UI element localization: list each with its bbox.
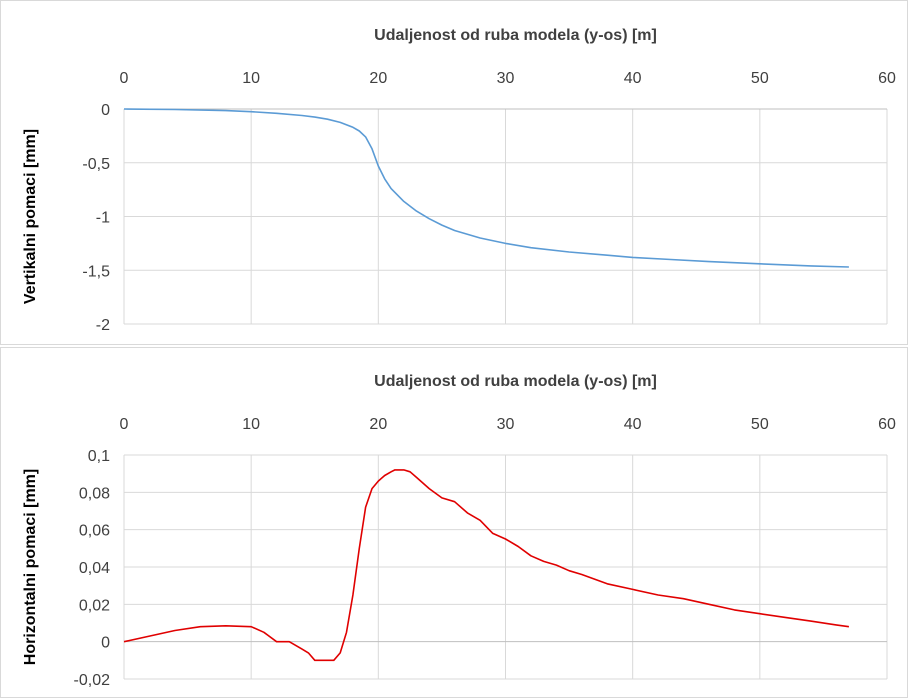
series-line bbox=[123, 469, 850, 662]
y-tick-label: 0,02 bbox=[79, 597, 110, 614]
x-tick-label: 20 bbox=[369, 416, 387, 433]
x-tick-label: 0 bbox=[120, 416, 129, 433]
y-tick-label: -0,5 bbox=[82, 156, 110, 173]
x-tick-label: 40 bbox=[624, 70, 642, 87]
x-tick-label: 40 bbox=[624, 416, 642, 433]
y-tick-label: 0,06 bbox=[79, 523, 110, 540]
y-tick-label: -0,02 bbox=[74, 672, 111, 689]
y-tick-label: 0,08 bbox=[79, 485, 110, 502]
x-tick-label: 10 bbox=[242, 70, 260, 87]
chart-title: Udaljenost od ruba modela (y-os) [m] bbox=[374, 373, 657, 390]
y-tick-label: -2 bbox=[96, 317, 110, 334]
vertical-displacement-chart: Udaljenost od ruba modela (y-os) [m] Vert… bbox=[0, 0, 908, 345]
x-tick-label: 30 bbox=[497, 70, 515, 87]
x-tick-label: 0 bbox=[120, 70, 129, 87]
series-line bbox=[123, 108, 849, 268]
x-tick-label: 20 bbox=[369, 70, 387, 87]
y-tick-label: 0,1 bbox=[88, 448, 110, 465]
x-tick-label: 60 bbox=[878, 416, 896, 433]
x-tick-label: 50 bbox=[751, 416, 769, 433]
y-tick-label: 0,04 bbox=[79, 560, 110, 577]
x-tick-label: 30 bbox=[497, 416, 515, 433]
y-axis-label: Horizontalni pomaci [mm] bbox=[22, 469, 39, 665]
x-tick-label: 60 bbox=[878, 70, 896, 87]
horizontal-displacement-chart: Udaljenost od ruba modela (y-os) [m] Hori… bbox=[0, 347, 908, 698]
x-tick-label: 10 bbox=[242, 416, 260, 433]
chart-title: Udaljenost od ruba modela (y-os) [m] bbox=[374, 27, 657, 44]
y-tick-label: -1,5 bbox=[82, 263, 110, 280]
y-tick-label: 0 bbox=[101, 635, 110, 652]
y-axis-label: Vertikalni pomaci [mm] bbox=[22, 129, 39, 304]
vertical-displacement-plot: Udaljenost od ruba modela (y-os) [m] Vert… bbox=[22, 27, 896, 334]
y-tick-label: -1 bbox=[96, 210, 110, 227]
y-tick-label: 0 bbox=[101, 102, 110, 119]
x-tick-label: 50 bbox=[751, 70, 769, 87]
horizontal-displacement-plot: Udaljenost od ruba modela (y-os) [m] Hori… bbox=[22, 373, 896, 689]
